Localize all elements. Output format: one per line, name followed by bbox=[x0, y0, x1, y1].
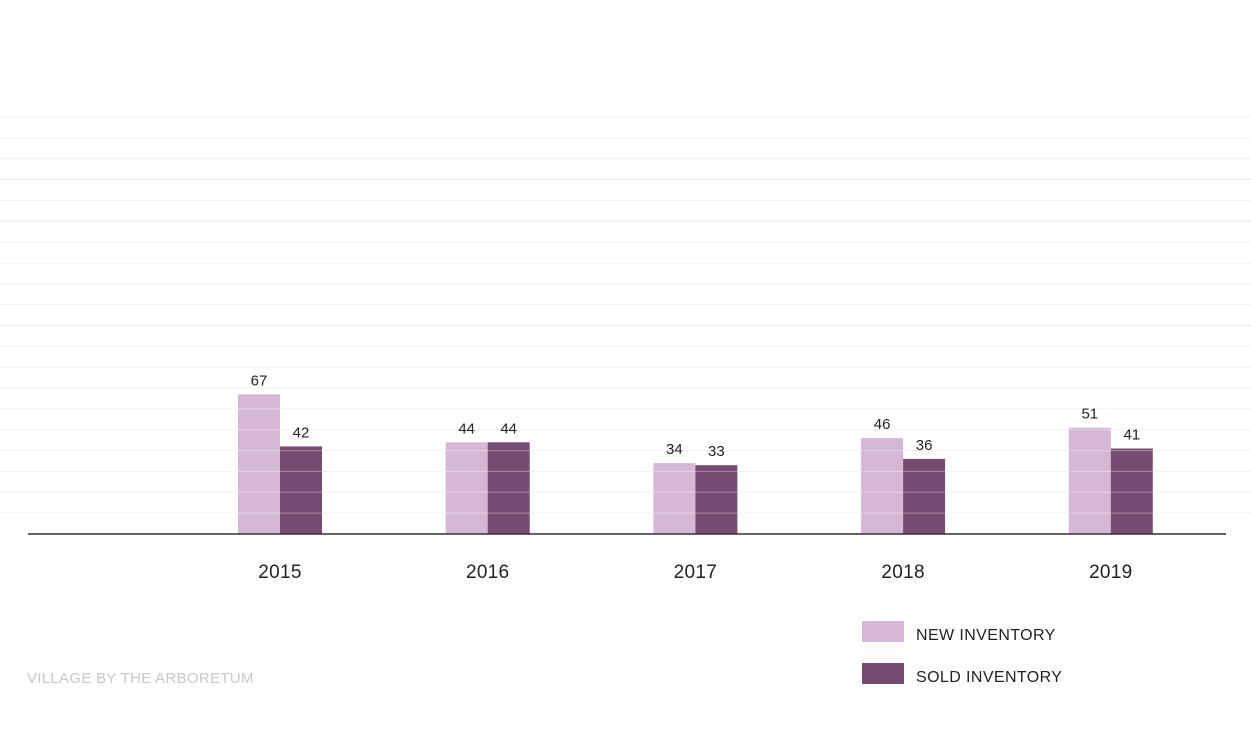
legend-label-sold-inventory: SOLD INVENTORY bbox=[916, 669, 1063, 686]
bar-sold-2017 bbox=[695, 465, 738, 534]
bar-stripes bbox=[238, 408, 1153, 514]
source-note: VILLAGE BY THE ARBORETUM bbox=[27, 670, 254, 687]
value-label-new-2015: 67 bbox=[251, 372, 268, 389]
x-tick-label-2015: 2015 bbox=[258, 562, 302, 583]
value-label-new-2019: 51 bbox=[1081, 406, 1098, 423]
bar-new-2017 bbox=[653, 463, 696, 534]
bar-sold-2018 bbox=[903, 458, 946, 534]
legend-swatch-sold-inventory bbox=[862, 663, 904, 684]
x-tick-label-2016: 2016 bbox=[465, 562, 510, 583]
bar-sold-2019 bbox=[1110, 448, 1153, 534]
value-label-sold-2019: 41 bbox=[1123, 427, 1140, 444]
legend-label-new-inventory: NEW INVENTORY bbox=[916, 627, 1056, 644]
bar-sold-2015 bbox=[280, 446, 322, 534]
legend-swatch-new-inventory bbox=[862, 621, 904, 642]
bars bbox=[238, 394, 1153, 534]
value-labels: 67 42 44 44 34 33 46 36 51 41 bbox=[251, 372, 1140, 460]
bar-new-2015 bbox=[238, 394, 280, 534]
value-label-new-2016: 44 bbox=[458, 420, 475, 437]
x-tick-label-2018: 2018 bbox=[881, 562, 925, 583]
x-tick-label-2017: 2017 bbox=[673, 562, 718, 583]
bar-new-2016 bbox=[445, 442, 488, 534]
value-label-sold-2017: 33 bbox=[708, 443, 725, 460]
x-tick-label-2019: 2019 bbox=[1089, 562, 1133, 583]
gridlines bbox=[0, 116, 1251, 514]
value-label-sold-2016: 44 bbox=[500, 420, 517, 437]
bar-new-2019 bbox=[1068, 427, 1111, 534]
value-label-sold-2015: 42 bbox=[293, 424, 310, 441]
bar-new-2018 bbox=[861, 438, 904, 534]
value-label-new-2018: 46 bbox=[874, 416, 891, 433]
value-label-new-2017: 34 bbox=[666, 441, 683, 458]
value-label-sold-2018: 36 bbox=[916, 437, 933, 454]
bar-sold-2016 bbox=[487, 442, 530, 534]
